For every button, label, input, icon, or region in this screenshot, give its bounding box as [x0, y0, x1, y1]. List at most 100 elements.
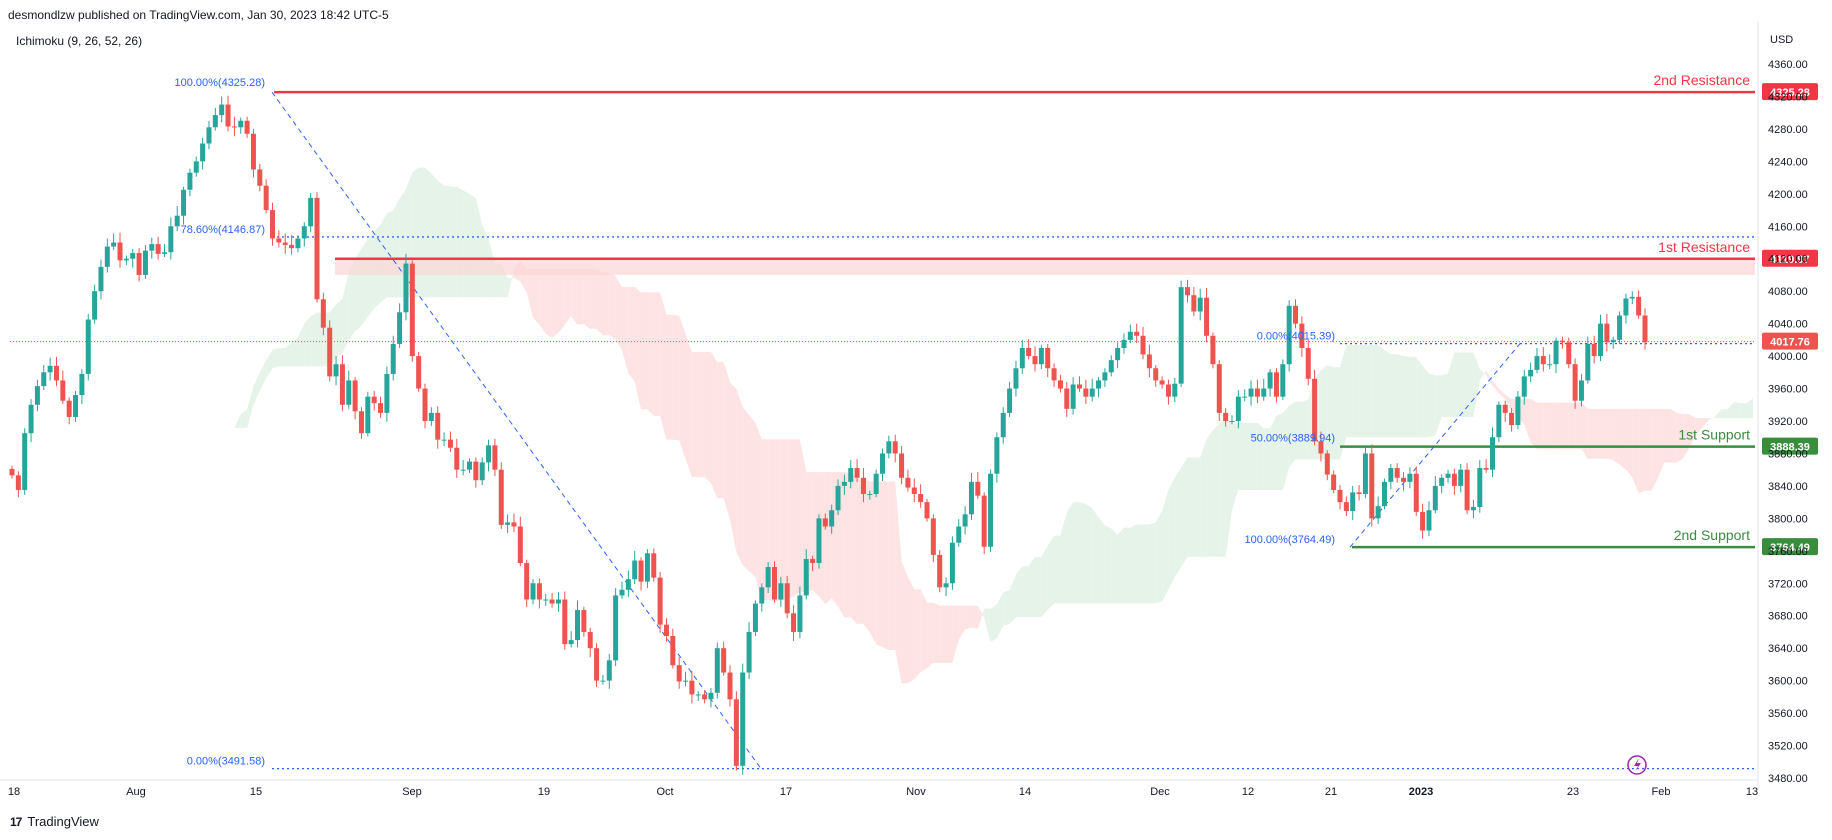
ichimoku-cloud-segment [208, 427, 216, 432]
candle-body [1642, 315, 1648, 343]
candle-body [181, 189, 187, 216]
tradingview-footer[interactable]: 17 TradingView [10, 814, 99, 829]
candle-body [714, 648, 720, 693]
candle-body [1026, 347, 1032, 357]
ichimoku-cloud-segment [1162, 489, 1169, 602]
indicator-legend[interactable]: Ichimoku (9, 26, 52, 26) [16, 34, 143, 48]
candle-body [1057, 380, 1063, 389]
ichimoku-cloud-segment [946, 605, 953, 663]
y-tick-label: 4000.00 [1768, 351, 1808, 363]
ichimoku-cloud-segment [1276, 412, 1283, 490]
candle-body [1134, 331, 1140, 336]
candle-body [1299, 323, 1305, 348]
candle-body [867, 494, 873, 496]
ichimoku-cloud-segment [1498, 388, 1506, 400]
y-tick-label: 4120.00 [1768, 254, 1808, 266]
ichimoku-cloud-segment [876, 481, 883, 647]
candle-body [1216, 364, 1222, 413]
candle-body [1248, 388, 1254, 397]
ichimoku-cloud-segment [183, 461, 190, 483]
ichimoku-cloud-segment [1708, 416, 1715, 420]
candle-body [416, 356, 422, 389]
fib-label: 100.00%(3764.49) [1244, 534, 1335, 546]
candle-body [1286, 305, 1292, 365]
candle-body [746, 631, 752, 673]
ichimoku-cloud-segment [1562, 402, 1569, 449]
price-chart[interactable]: 2nd Resistance 1st Resistance 1st Support 2… [0, 0, 1832, 800]
ichimoku-cloud-segment [844, 472, 851, 618]
candle-body [333, 364, 339, 377]
y-tick-label: 3880.00 [1768, 448, 1808, 460]
ichimoku-cloud-segment [1130, 524, 1137, 604]
candle-body [73, 395, 79, 417]
candle-body [549, 599, 555, 604]
candle-body [860, 477, 866, 495]
ichimoku-cloud-segment [1320, 365, 1328, 460]
candle-body [1185, 287, 1191, 296]
candle-body [1305, 347, 1311, 379]
ichimoku-cloud-segment [240, 409, 248, 428]
ichimoku-cloud-segment [1219, 417, 1226, 557]
candle-body [1045, 347, 1051, 369]
ichimoku-cloud-segment [1657, 408, 1665, 479]
candle-body [1172, 383, 1178, 397]
candle-body [1426, 510, 1432, 531]
candle-body [816, 518, 822, 563]
candle-body [1559, 340, 1565, 343]
candle-body [1540, 356, 1546, 365]
y-tick-label: 3720.00 [1768, 578, 1808, 590]
ichimoku-cloud-segment [1740, 403, 1747, 419]
ichimoku-cloud-segment [1365, 344, 1372, 438]
ichimoku-cloud-segment [1346, 344, 1353, 438]
ichimoku-cloud-segment [679, 315, 686, 459]
ichimoku-cloud-segment [234, 413, 241, 428]
ichimoku-cloud-segment [1104, 525, 1112, 604]
ichimoku-cloud-segment [1384, 350, 1391, 438]
candle-body [466, 461, 472, 470]
ichimoku-cloud-segment [1193, 457, 1201, 557]
ichimoku-cloud-segment [812, 472, 819, 597]
candle-body [1032, 356, 1038, 365]
candle-body [1477, 468, 1483, 508]
ichimoku-cloud-segment [787, 439, 794, 600]
x-tick-label: 17 [780, 786, 792, 798]
ichimoku-cloud-segment [863, 479, 870, 633]
candle-body [1261, 388, 1267, 397]
ichimoku-cloud-segment [621, 287, 629, 374]
ichimoku-cloud-segment [1092, 508, 1099, 604]
current-price-tag [1762, 332, 1818, 350]
ichimoku-cloud-segment [609, 272, 616, 340]
candle-body [949, 542, 955, 584]
ichimoku-cloud-segment [1479, 368, 1487, 381]
candle-body [403, 263, 409, 313]
ichimoku-cloud-segment [901, 560, 908, 684]
candle-body [384, 373, 390, 413]
candle-body [390, 343, 396, 374]
ichimoku-cloud-segment [888, 481, 896, 651]
candle-body [676, 665, 682, 682]
candle-body [981, 495, 987, 547]
candle-body [34, 386, 40, 405]
ichimoku-cloud-segment [526, 268, 534, 318]
ichimoku-cloud-segment [971, 605, 978, 629]
ichimoku-cloud-segment [933, 602, 940, 663]
candle-body [441, 439, 447, 441]
candle-body [670, 636, 676, 666]
candle-body [1293, 305, 1299, 324]
candle-body [142, 250, 148, 275]
candle-body [365, 396, 371, 434]
candle-body [41, 372, 47, 387]
lightning-bolt-icon [1634, 758, 1641, 772]
candle-body [1000, 412, 1006, 438]
ichimoku-cloud-segment [1212, 424, 1220, 557]
ichimoku-cloud-segment [1041, 545, 1048, 617]
candle-body [301, 226, 307, 239]
candle-body [1229, 421, 1235, 422]
x-tick-label: 13 [1746, 786, 1758, 798]
x-tick-label: Nov [906, 786, 926, 798]
candle-body [524, 562, 530, 600]
ichimoku-cloud-segment [1174, 467, 1182, 578]
ichimoku-cloud-segment [596, 268, 603, 336]
ichimoku-cloud-segment [1746, 398, 1754, 419]
candle-body [1604, 323, 1610, 343]
